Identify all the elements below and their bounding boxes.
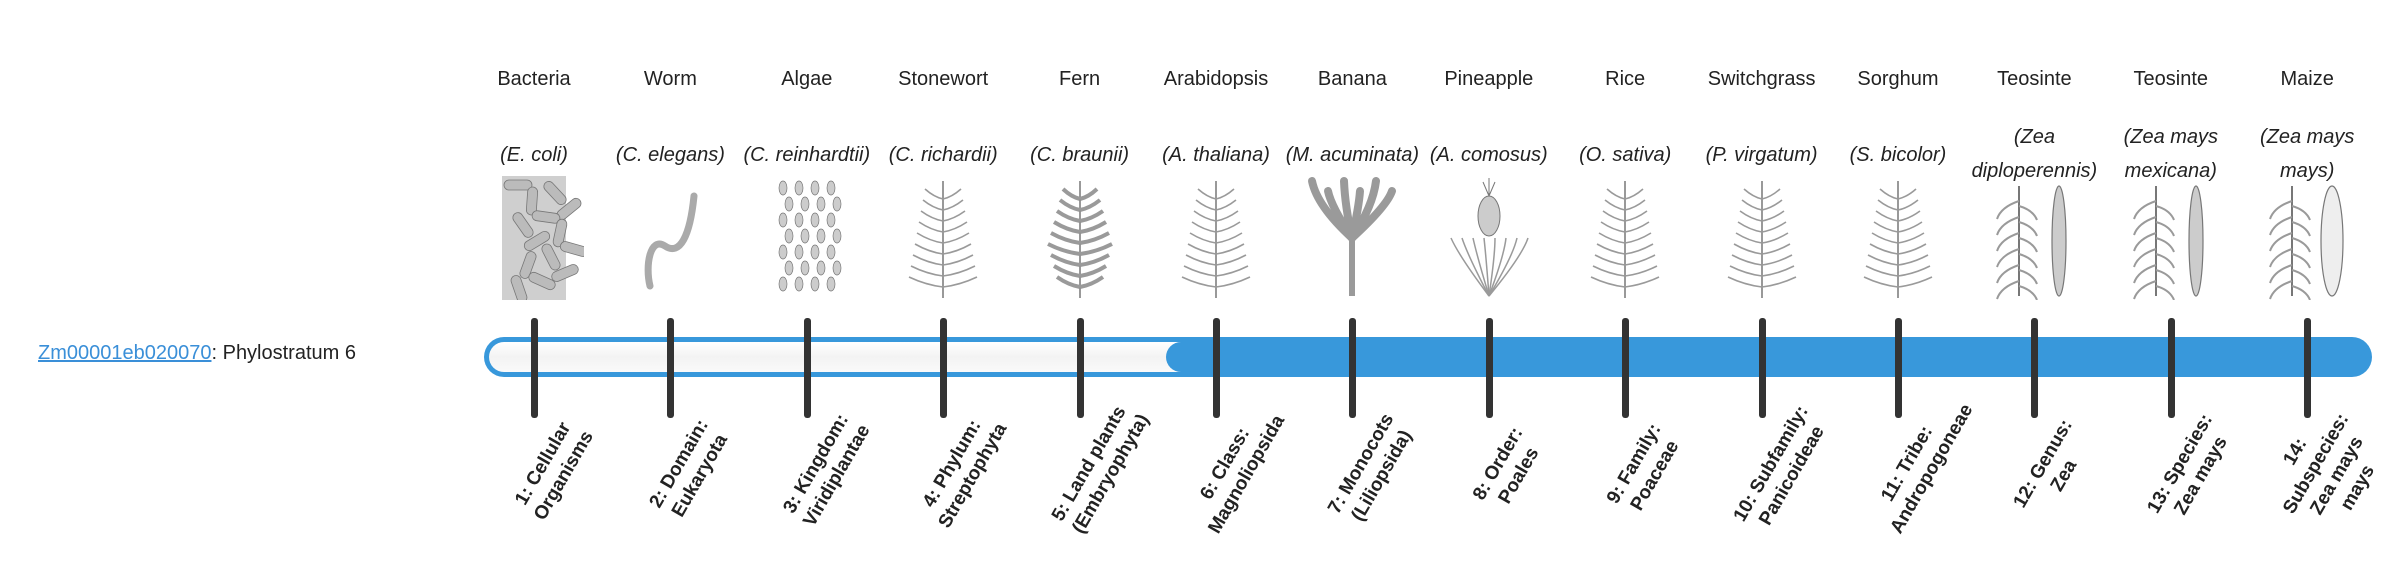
sorghum-icon bbox=[1848, 176, 1948, 300]
scientific-name: (M. acuminata) bbox=[1285, 144, 1420, 166]
stratum-tick bbox=[531, 318, 538, 418]
stratum-tick bbox=[1622, 318, 1630, 418]
teosinte-icon bbox=[1984, 176, 2084, 301]
phylostratum-text: : Phylostratum 6 bbox=[211, 342, 356, 364]
common-name: Pineapple bbox=[1444, 68, 1534, 90]
common-name: Banana bbox=[1317, 68, 1387, 90]
maize-icon bbox=[2257, 176, 2357, 301]
stratum-tick bbox=[2304, 318, 2312, 418]
common-name: Rice bbox=[1605, 68, 1646, 90]
stratum-label: 13: Species: Zea mays bbox=[2143, 410, 2232, 519]
pineapple-icon bbox=[1439, 176, 1539, 300]
scientific-name: (Zea mays mexicana) bbox=[2123, 126, 2219, 182]
stratum-label: 4: Phylum: Streptophyta bbox=[918, 416, 1012, 532]
scientific-name: (Zea mays mays) bbox=[2259, 126, 2355, 182]
phylostratum-bar bbox=[484, 337, 2372, 377]
rice-icon bbox=[1575, 176, 1675, 300]
common-name: Stonewort bbox=[898, 68, 989, 90]
stratum-tick bbox=[940, 318, 948, 418]
stratum-label: 6: Class: Magnoliopsida bbox=[1196, 411, 1290, 538]
scientific-name: (C. braunii) bbox=[1030, 144, 1130, 166]
stratum-tick bbox=[1349, 318, 1357, 418]
stratum-tick bbox=[1485, 318, 1493, 418]
algae-icon bbox=[757, 176, 857, 300]
stratum-tick bbox=[667, 318, 675, 418]
stratum-tick bbox=[1758, 318, 1766, 418]
common-name: Teosinte bbox=[1997, 68, 2072, 90]
stratum-tick bbox=[1895, 318, 1902, 418]
scientific-name: (C. elegans) bbox=[615, 144, 725, 166]
stonewort-icon bbox=[893, 176, 993, 300]
common-name: Arabidopsis bbox=[1163, 68, 1269, 90]
stratum-tick bbox=[803, 318, 811, 418]
stratum-label: 2: Domain: Eukaryota bbox=[645, 415, 733, 521]
stratum-label: 14: Subspecies: Zea mays mays bbox=[2279, 410, 2380, 519]
scientific-name: (P. virgatum) bbox=[1705, 144, 1818, 166]
stratum-label: 3: Kingdom: Viridiplantae bbox=[779, 410, 875, 531]
stratum-tick bbox=[2167, 318, 2175, 418]
stratum-label: 11: Tribe: Andropogoneae bbox=[1877, 400, 1978, 538]
stratum-tick bbox=[1213, 318, 1220, 418]
fern-icon bbox=[1030, 176, 1130, 300]
gene-label: Zm00001eb020070: Phylostratum 6 bbox=[38, 342, 356, 365]
scientific-name: (A. comosus) bbox=[1429, 144, 1548, 166]
common-name: Bacteria bbox=[497, 68, 571, 90]
stratum-label: 7: Monocots (Liliopsida) bbox=[1324, 410, 1417, 525]
switchgrass-icon bbox=[1712, 176, 1812, 300]
common-name: Switchgrass bbox=[1707, 68, 1816, 90]
arabidopsis-icon bbox=[1166, 176, 1266, 300]
stratum-label: 12: Genus: Zea bbox=[2009, 415, 2082, 512]
gene-id-link[interactable]: Zm00001eb020070 bbox=[38, 342, 212, 364]
stratum-label: 10: Subfamily: Panicoideae bbox=[1729, 402, 1829, 530]
worm-icon bbox=[620, 176, 720, 300]
stratum-label: 8: Order: Poales bbox=[1468, 423, 1544, 508]
stratum-label: 1: Cellular Organisms bbox=[511, 418, 598, 524]
common-name: Maize bbox=[2280, 68, 2334, 90]
bacteria-icon bbox=[484, 176, 589, 303]
common-name: Fern bbox=[1059, 68, 1101, 90]
common-name: Sorghum bbox=[1857, 68, 1939, 90]
scientific-name: (C. richardii) bbox=[888, 144, 998, 166]
teosinte-mexicana-icon bbox=[2121, 176, 2221, 301]
scientific-name: (S. bicolor) bbox=[1849, 144, 1947, 166]
bar-unfilled-segment bbox=[489, 342, 1181, 372]
bar-filled-segment bbox=[1165, 342, 1196, 372]
scientific-name: (A. thaliana) bbox=[1162, 144, 1270, 166]
scientific-name: (O. sativa) bbox=[1579, 144, 1672, 166]
scientific-name: (Zea diploperennis) bbox=[1971, 126, 2098, 182]
common-name: Worm bbox=[643, 68, 697, 90]
common-name: Teosinte bbox=[2133, 68, 2209, 90]
scientific-name: (E. coli) bbox=[500, 144, 568, 166]
stratum-tick bbox=[2031, 318, 2039, 418]
stratum-label: 5: Land plants (Embryophyta) bbox=[1047, 402, 1154, 538]
banana-icon bbox=[1302, 176, 1402, 300]
stratum-label: 9: Family: Poaceae bbox=[1603, 420, 1684, 515]
stratum-tick bbox=[1076, 318, 1084, 418]
scientific-name: (C. reinhardtii) bbox=[743, 144, 871, 166]
common-name: Algae bbox=[781, 68, 833, 90]
